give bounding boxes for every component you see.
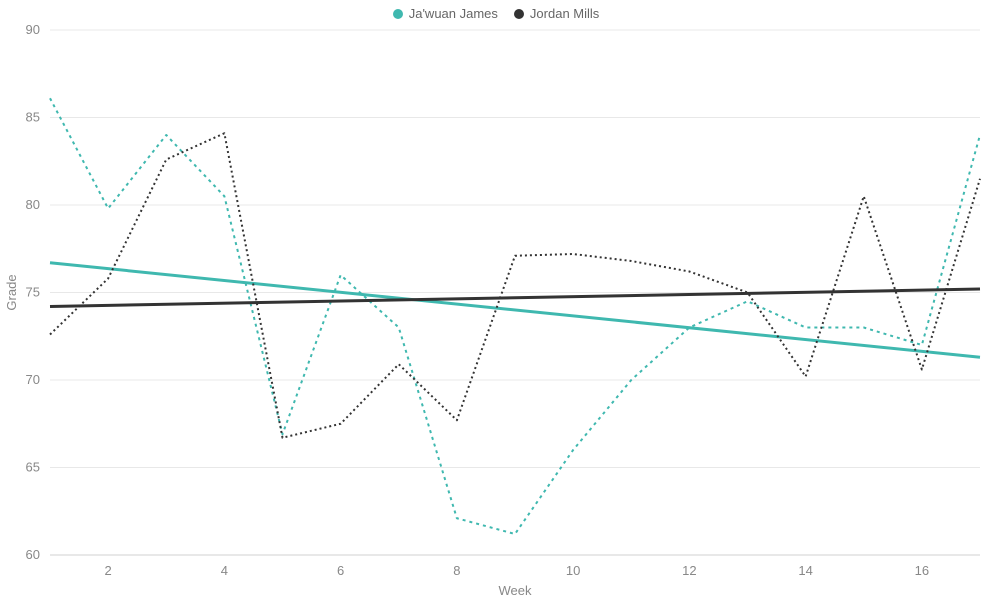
- trend-line-0: [50, 263, 980, 358]
- y-tick-label: 75: [26, 285, 40, 300]
- series-line-1: [50, 133, 980, 438]
- chart-svg: 60 65 70 75 80 85 90 2 4 6 8 10 12 14 16 Week Grade: [0, 0, 992, 602]
- line-chart: Ja'wuan JamesJordan Mills 60657075808590…: [0, 0, 992, 602]
- y-tick-label: 65: [26, 460, 40, 475]
- series-line-0: [50, 98, 980, 534]
- y-tick-label: 60: [26, 547, 40, 562]
- x-tick-label: 16: [915, 563, 929, 578]
- x-tick-label: 8: [453, 563, 460, 578]
- y-tick-label: 85: [26, 110, 40, 125]
- x-tick-label: 12: [682, 563, 696, 578]
- x-tick-label: 14: [798, 563, 812, 578]
- y-tick-label: 80: [26, 197, 40, 212]
- x-tick-label: 4: [221, 563, 228, 578]
- y-tick-label: 70: [26, 372, 40, 387]
- trend-line-1: [50, 289, 980, 307]
- y-axis-label: Grade: [4, 274, 19, 310]
- x-tick-label: 6: [337, 563, 344, 578]
- x-tick-label: 10: [566, 563, 580, 578]
- x-tick-label: 2: [105, 563, 112, 578]
- x-axis-label: Week: [499, 583, 532, 598]
- y-tick-label: 90: [26, 22, 40, 37]
